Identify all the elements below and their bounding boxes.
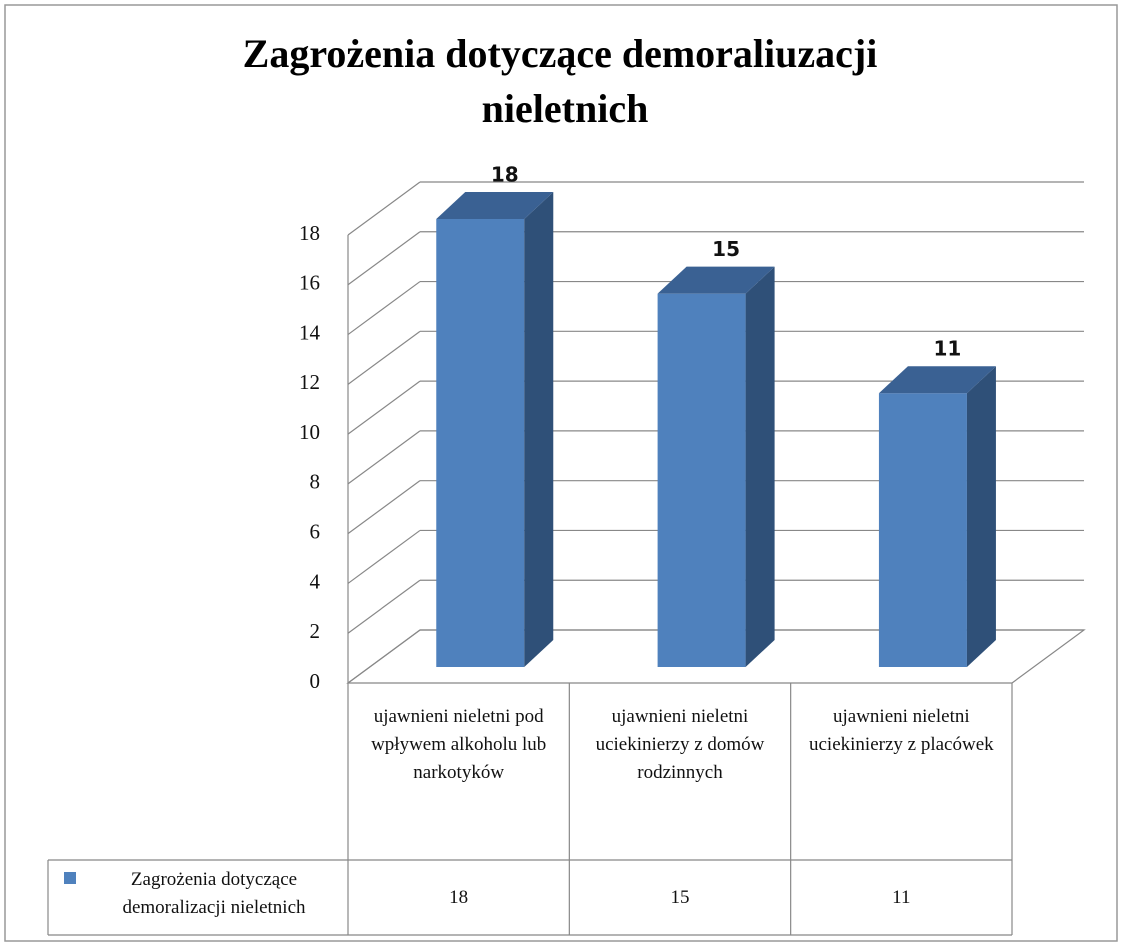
y-tick-label: 10 <box>299 420 320 444</box>
title-line: Zagrożenia dotyczące demoraliuzacji <box>243 31 878 76</box>
data-label: 18 <box>491 163 519 187</box>
y-tick-label: 4 <box>310 569 321 593</box>
category-label: ujawnieni nieletni pod wpływem alkoholu … <box>371 706 547 783</box>
grid-line <box>347 330 421 385</box>
bar-side <box>745 266 775 667</box>
chart-title: Zagrożenia dotyczące demoraliuzacji niel… <box>243 31 888 131</box>
grid-line <box>347 629 421 684</box>
grid-line <box>347 380 421 435</box>
bar-top <box>657 266 775 294</box>
bar-top <box>436 192 554 219</box>
data-label: 15 <box>712 237 740 261</box>
bar-side <box>524 192 554 667</box>
category-label: ujawnieni nieletni uciekinierzy z placów… <box>809 706 994 755</box>
grid-line <box>347 281 421 336</box>
table-value: 18 <box>449 887 469 908</box>
title-line: nieletnich <box>482 86 649 131</box>
legend-swatch <box>64 872 76 884</box>
grid-line <box>347 231 421 286</box>
bar-front <box>436 219 525 667</box>
grid-line <box>347 430 421 485</box>
grid-line <box>347 529 421 584</box>
bar-front <box>657 293 746 667</box>
y-tick-label: 18 <box>299 221 320 245</box>
category-label: ujawnieni nieletni uciekinierzy z domów … <box>595 706 765 783</box>
table-value: 11 <box>892 887 911 908</box>
data-label: 11 <box>934 337 962 361</box>
legend-label: Zagrożenia dotyczące demoralizacji niele… <box>122 869 306 918</box>
y-tick-label: 2 <box>310 619 321 643</box>
grid-line <box>347 480 421 535</box>
grid-line <box>347 181 421 236</box>
y-tick-label: 16 <box>299 271 320 295</box>
bar-front <box>878 393 967 667</box>
y-tick-label: 0 <box>310 669 321 693</box>
y-tick-label: 14 <box>299 320 321 344</box>
grid-line <box>347 579 421 634</box>
bar-top <box>878 366 996 394</box>
table-value: 15 <box>670 887 690 908</box>
y-tick-label: 6 <box>310 519 321 543</box>
bar-side <box>966 366 996 667</box>
y-tick-label: 8 <box>310 470 321 494</box>
y-tick-label: 12 <box>299 370 320 394</box>
